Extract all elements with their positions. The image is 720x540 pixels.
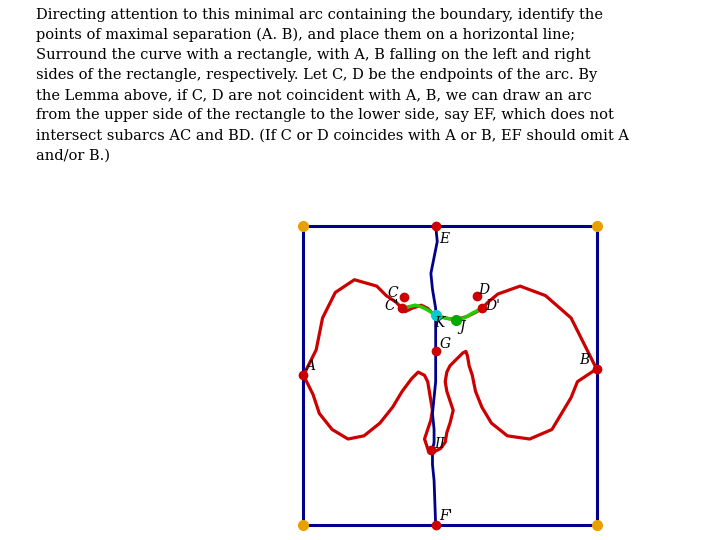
Text: A: A	[305, 359, 315, 373]
Text: D: D	[479, 283, 490, 297]
Text: II: II	[435, 437, 446, 450]
Text: C': C'	[384, 299, 399, 313]
Text: Directing attention to this minimal arc containing the boundary, identify the
po: Directing attention to this minimal arc …	[35, 8, 629, 163]
Text: B: B	[579, 353, 589, 367]
Text: D': D'	[486, 299, 500, 313]
Text: C: C	[388, 286, 398, 300]
Text: J: J	[459, 320, 465, 334]
Text: K: K	[434, 316, 444, 330]
Text: G: G	[439, 337, 451, 351]
Text: E: E	[439, 232, 449, 246]
Text: F': F'	[439, 509, 452, 523]
